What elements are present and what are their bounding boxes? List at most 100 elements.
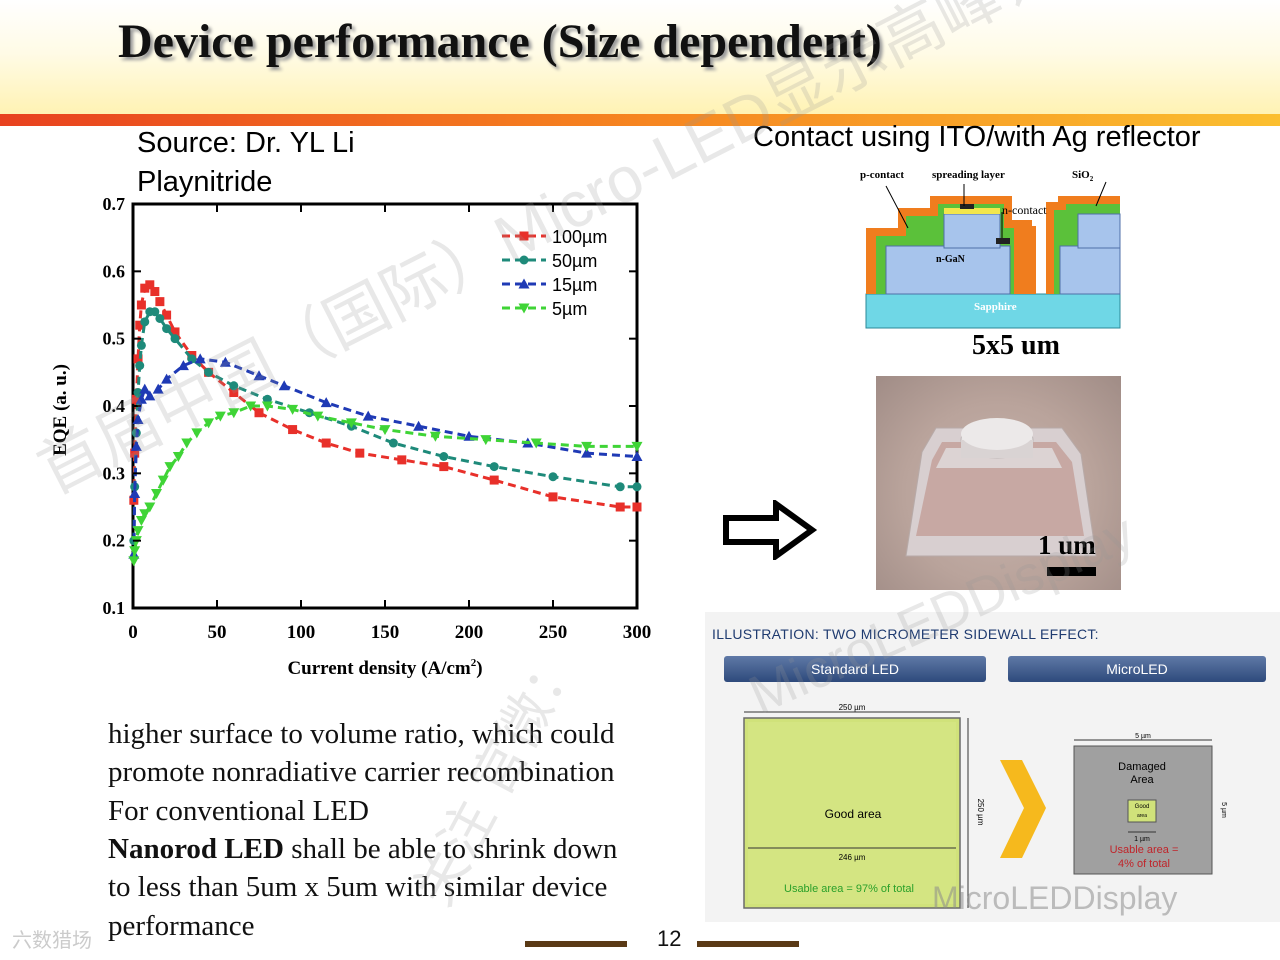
data-point (187, 354, 197, 364)
x-tick-label: 300 (623, 622, 652, 643)
data-point (261, 401, 273, 412)
data-point (150, 307, 160, 317)
mesa-right (1077, 213, 1121, 249)
data-point (229, 381, 239, 391)
std-inner-dim: 246 µm (839, 853, 866, 862)
data-point (144, 390, 156, 401)
contact-caption: Contact using ITO/with Ag reflector (753, 121, 1201, 153)
data-point (355, 448, 365, 458)
slide-title: Device performance (Size dependent) (118, 15, 882, 68)
micro-side-dim: 5 µm (1220, 802, 1227, 818)
micro-usable-1: Usable area = (1110, 844, 1179, 856)
right-arrow-icon (723, 500, 818, 560)
data-point (489, 462, 499, 472)
data-point (135, 515, 147, 526)
data-point (548, 492, 558, 502)
data-point (170, 327, 180, 337)
data-point (632, 502, 642, 512)
data-point (253, 370, 265, 381)
scale-bar-label: 1 um (1038, 530, 1096, 560)
data-point (254, 408, 264, 418)
body-line-3: For conventional LED (108, 795, 369, 827)
data-point (129, 546, 141, 557)
p-contact-label: p-contact (860, 169, 904, 181)
pointer-line-1 (885, 185, 909, 229)
data-point (228, 408, 240, 419)
micro-good-area-label: area (1137, 813, 1147, 819)
y-tick-label: 0.3 (103, 463, 126, 483)
data-point (615, 482, 625, 492)
data-point (135, 393, 147, 404)
data-point (413, 420, 425, 431)
slide-header (0, 0, 1280, 118)
micro-good-label: Good (1135, 804, 1150, 810)
data-point (139, 383, 151, 394)
x-tick-label: 150 (371, 622, 400, 643)
legend-label: 50µm (552, 251, 597, 271)
data-point (320, 397, 332, 408)
source-line-1: Source: Dr. YL Li (137, 127, 355, 159)
legend-label: 15µm (552, 275, 597, 295)
data-point (151, 489, 163, 500)
scale-bar (1047, 567, 1096, 576)
n-gan-label: n-GaN (936, 254, 966, 265)
n-contact-pad (996, 238, 1010, 244)
data-point (177, 360, 189, 371)
microled-tab: MicroLED (1008, 656, 1266, 682)
data-point (439, 462, 449, 472)
data-point (245, 401, 257, 412)
mesa-left (943, 213, 1001, 249)
data-point (229, 388, 239, 398)
body-line-1: higher surface to volume ratio, which co… (108, 718, 615, 750)
y-tick-label: 0.4 (103, 396, 126, 416)
data-point (128, 556, 140, 567)
chart-legend: 100µm 50µm 15µm 5µm (502, 227, 607, 319)
data-point (150, 287, 160, 297)
data-point (170, 334, 180, 344)
body-line-2: promote nonradiative carrier recombinati… (108, 756, 615, 788)
data-point (136, 340, 146, 350)
data-point (129, 488, 141, 499)
pointer-line-3 (1095, 181, 1107, 207)
sapphire-layer (865, 293, 1121, 329)
eqe-chart: 0 50 100 150 200 250 3000.10.20.30.40.50.60.7 … (50, 194, 652, 679)
data-point (278, 380, 290, 391)
microled-good-area (1127, 799, 1157, 823)
data-point (144, 502, 156, 513)
x-tick-label: 200 (455, 622, 484, 643)
body-line-5: to less than 5um x 5um with similar devi… (108, 871, 608, 903)
data-point (530, 438, 542, 449)
data-point (548, 472, 558, 482)
data-point (133, 388, 143, 398)
data-point (136, 300, 146, 310)
data-point (388, 438, 398, 448)
watermark-brand: MicroLEDDisplay (932, 880, 1178, 916)
micro-usable-2: 4% of total (1118, 858, 1170, 870)
data-point (145, 280, 155, 290)
spreading-layer-label: spreading layer (932, 169, 1005, 181)
data-point (321, 438, 331, 448)
data-point (172, 452, 184, 462)
device-size-label: 5x5 um (972, 330, 1060, 361)
y-tick-label: 0.6 (103, 261, 126, 281)
data-point (288, 425, 298, 435)
data-point (345, 418, 357, 429)
source-line-2: Playnitride (137, 166, 273, 198)
data-point (135, 320, 145, 330)
page-number: 12 (657, 926, 682, 951)
y-axis-label: EQE (a. u.) (50, 364, 71, 456)
x-tick-label: 250 (539, 622, 568, 643)
data-point (397, 455, 407, 465)
data-point (140, 317, 150, 327)
data-point (203, 418, 215, 429)
legend-label: 100µm (552, 227, 607, 247)
body-line-6: performance (108, 910, 255, 942)
legend-marker (518, 303, 530, 314)
chart-series-group (128, 280, 643, 567)
data-point (489, 475, 499, 485)
data-point (194, 353, 206, 364)
sem-contact-top (961, 418, 1033, 450)
data-point (162, 310, 172, 320)
data-point (155, 313, 165, 323)
sio2-label: SiO2 (1072, 169, 1094, 183)
